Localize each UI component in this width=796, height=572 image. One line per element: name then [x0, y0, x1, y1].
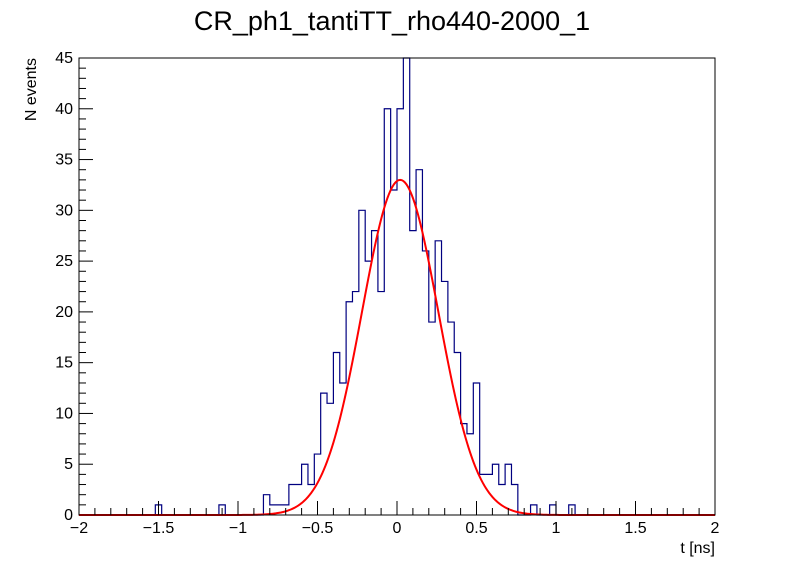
x-tick-label: 1 — [552, 520, 561, 537]
chart-title: CR_ph1_tantiTT_rho440-2000_1 — [194, 6, 590, 36]
x-tick-label: 2 — [711, 520, 720, 537]
x-tick-label: −1 — [229, 520, 247, 537]
y-tick-label: 0 — [64, 507, 73, 524]
y-axis-title: N events — [23, 58, 40, 121]
histogram — [79, 57, 715, 516]
x-tick-label: 1.5 — [624, 520, 646, 537]
x-axis-title: t [ns] — [680, 540, 715, 557]
x-tick-label: −0.5 — [302, 520, 334, 537]
y-tick-label: 30 — [55, 202, 73, 219]
y-tick-label: 45 — [55, 50, 73, 67]
y-tick-label: 15 — [55, 355, 73, 372]
x-tick-label: 0 — [393, 520, 402, 537]
x-tick-label: −1.5 — [143, 520, 175, 537]
y-tick-label: 35 — [55, 152, 73, 169]
histogram-outline — [79, 57, 715, 516]
axis-ticks — [78, 57, 716, 516]
y-tick-label: 25 — [55, 253, 73, 270]
x-tick-label: −2 — [70, 520, 88, 537]
y-tick-label: 20 — [55, 304, 73, 321]
y-tick-label: 10 — [55, 405, 73, 422]
y-tick-label: 5 — [64, 456, 73, 473]
x-tick-label: 0.5 — [465, 520, 487, 537]
y-tick-label: 40 — [55, 101, 73, 118]
